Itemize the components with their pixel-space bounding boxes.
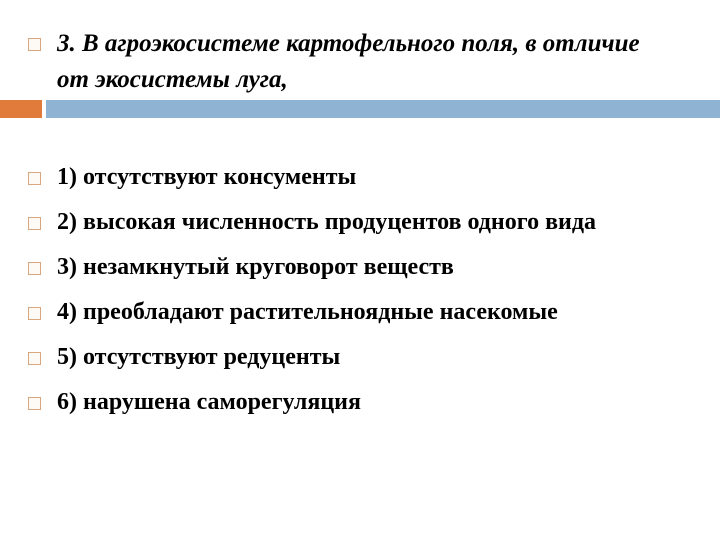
list-item: 1) отсутствуют консументы <box>28 160 675 195</box>
bullet-square-icon <box>28 397 41 410</box>
item-text: 3) незамкнутый круговорот веществ <box>57 254 454 280</box>
item-text: 2) высокая численность продуцентов одног… <box>57 209 596 235</box>
list-item: 5) отсутствуют редуценты <box>28 340 675 375</box>
slide-title: 3. В агроэкосистеме картофельного поля, … <box>28 26 677 98</box>
list-item: 2) высокая численность продуцентов одног… <box>28 205 675 240</box>
list-item: 6) нарушена саморегуляция <box>28 385 675 420</box>
title-text: 3. В агроэкосистеме картофельного поля, … <box>57 30 640 93</box>
list-item: 4) преобладают растительноядные насекомы… <box>28 295 675 330</box>
item-text: 5) отсутствуют редуценты <box>57 344 341 370</box>
accent-bar-orange <box>0 100 42 118</box>
bullet-square-icon <box>28 307 41 320</box>
item-text: 1) отсутствуют консументы <box>57 164 357 190</box>
list-item: 3) незамкнутый круговорот веществ <box>28 250 675 285</box>
bullet-square-icon <box>28 262 41 275</box>
bullet-square-icon <box>28 217 41 230</box>
bullet-square-icon <box>28 38 41 51</box>
item-text: 6) нарушена саморегуляция <box>57 389 361 415</box>
bullet-square-icon <box>28 172 41 185</box>
accent-bar-blue <box>46 100 720 118</box>
item-text: 4) преобладают растительноядные насекомы… <box>57 299 558 325</box>
bullet-square-icon <box>28 352 41 365</box>
answer-list: 1) отсутствуют консументы 2) высокая чис… <box>28 160 675 430</box>
